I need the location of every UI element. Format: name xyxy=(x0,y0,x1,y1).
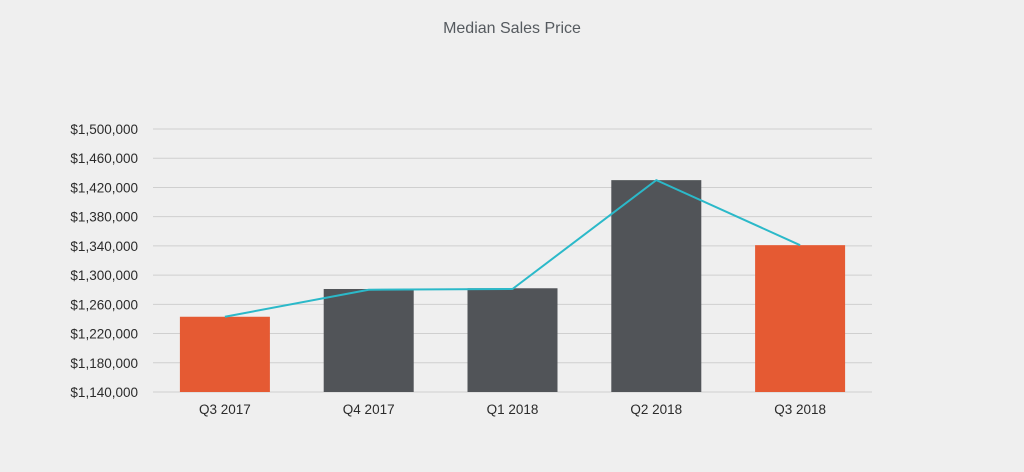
y-tick-label: $1,260,000 xyxy=(70,297,138,312)
x-tick-label: Q2 2018 xyxy=(630,402,682,417)
bar xyxy=(179,316,270,392)
x-tick-label: Q3 2018 xyxy=(774,402,826,417)
y-tick-label: $1,340,000 xyxy=(70,239,138,254)
y-tick-label: $1,220,000 xyxy=(70,327,138,342)
x-tick-label: Q4 2017 xyxy=(343,402,395,417)
y-tick-label: $1,140,000 xyxy=(70,385,138,400)
bar xyxy=(323,288,414,392)
y-tick-label: $1,180,000 xyxy=(70,356,138,371)
y-tick-label: $1,380,000 xyxy=(70,210,138,225)
y-tick-label: $1,460,000 xyxy=(70,151,138,166)
x-tick-label: Q1 2018 xyxy=(487,402,539,417)
y-tick-label: $1,300,000 xyxy=(70,268,138,283)
x-tick-label: Q3 2017 xyxy=(199,402,251,417)
chart-title: Median Sales Price xyxy=(443,20,581,37)
y-tick-label: $1,420,000 xyxy=(70,180,138,195)
bar xyxy=(467,288,558,392)
bar xyxy=(755,245,846,392)
y-tick-label: $1,500,000 xyxy=(70,122,138,137)
bar xyxy=(611,180,702,392)
